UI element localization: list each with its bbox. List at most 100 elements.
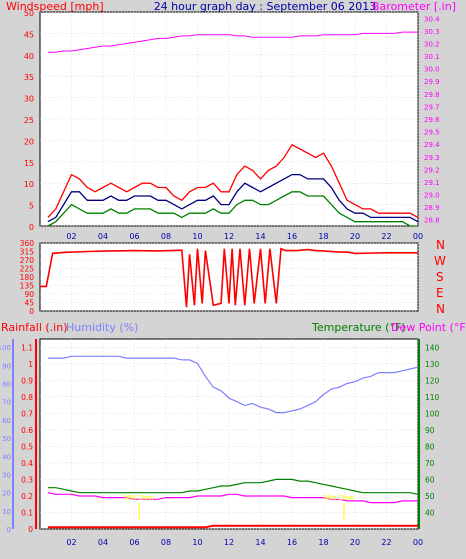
dir-ytick-2: 90: [24, 290, 34, 299]
xtick-top-10: 22: [381, 232, 391, 241]
xtick-bottom-11: 00: [413, 538, 423, 547]
wind-ytick-2: 10: [24, 180, 34, 189]
baro-ytick-2: 29.0: [424, 192, 440, 200]
hum-ytick-7: 70: [2, 399, 11, 407]
xtick-top-5: 12: [224, 232, 234, 241]
series-gust-line: [47, 143, 419, 218]
dir-ytick-3: 135: [20, 282, 35, 291]
baro-ytick-1: 28.9: [424, 204, 440, 212]
xtick-top-7: 16: [287, 232, 297, 241]
xtick-top-3: 08: [161, 232, 171, 241]
xtick-bottom-8: 18: [318, 538, 328, 547]
dir-ytick-1: 45: [24, 299, 34, 308]
min-dew-label-2: Min Dew: [324, 494, 354, 502]
rain-ytick-0: 0: [28, 525, 33, 534]
xtick-bottom-2: 06: [129, 538, 139, 547]
baro-ytick-16: 30.4: [424, 15, 440, 23]
hum-ytick-1: 10: [2, 508, 11, 516]
hum-ytick-0: 0: [7, 526, 11, 534]
dir-ytick-7: 315: [20, 248, 35, 257]
rain-ytick-7: 0.7: [21, 409, 33, 418]
dir-ytick-8: 360: [20, 239, 35, 248]
temperature-axis-title: Temperature (°F): [311, 321, 406, 334]
compass-n-top: N: [436, 238, 445, 252]
axis-ticks: 0510152025303540455028.828.929.029.129.2…: [0, 9, 440, 547]
xtick-bottom-9: 20: [350, 538, 360, 547]
rain-ytick-9: 0.9: [21, 376, 33, 385]
hum-ytick-9: 90: [2, 362, 11, 370]
xtick-top-6: 14: [255, 232, 265, 241]
baro-ytick-11: 29.9: [424, 78, 440, 86]
hum-ytick-4: 40: [2, 453, 11, 461]
baro-ytick-4: 29.2: [424, 166, 440, 174]
wind-ytick-1: 5: [29, 202, 34, 211]
rain-ytick-1: 0.1: [21, 508, 33, 517]
dir-ytick-5: 225: [20, 265, 35, 274]
compass-s: S: [436, 270, 444, 284]
xtick-top-0: 02: [66, 232, 76, 241]
direction-panel-series: [40, 247, 418, 308]
temp-ytick-0: 40: [425, 508, 435, 517]
wind-panel-series: [47, 31, 419, 227]
xtick-top-8: 18: [318, 232, 328, 241]
temp-ytick-8: 120: [425, 376, 440, 385]
wind-ytick-3: 15: [24, 159, 34, 168]
hum-ytick-5: 50: [2, 435, 11, 443]
rain-ytick-6: 0.6: [21, 426, 33, 435]
baro-ytick-14: 30.2: [424, 40, 440, 48]
wind-ytick-6: 30: [24, 95, 34, 104]
wind-ytick-9: 45: [24, 30, 34, 39]
windspeed-axis-title: Windspeed [mph]: [6, 0, 104, 13]
series-temperature-line: [47, 478, 419, 495]
hum-ytick-8: 80: [2, 381, 11, 389]
baro-ytick-10: 29.8: [424, 91, 440, 99]
temp-ytick-10: 140: [425, 343, 440, 352]
rain-ytick-3: 0.3: [21, 475, 33, 484]
dir-ytick-6: 270: [20, 256, 35, 265]
hum-ytick-3: 30: [2, 471, 11, 479]
temp-ytick-9: 130: [425, 360, 440, 369]
xtick-bottom-5: 12: [224, 538, 234, 547]
climate-panel-grid: [40, 339, 419, 530]
hum-ytick-10: 100: [0, 344, 11, 352]
baro-ytick-7: 29.5: [424, 129, 440, 137]
baro-ytick-3: 29.1: [424, 179, 440, 187]
temp-ytick-2: 60: [425, 475, 435, 484]
compass-e: E: [436, 286, 444, 300]
series-barometer-line: [47, 31, 418, 53]
wind-panel-grid: [40, 11, 419, 227]
rainfall-axis-title: Rainfall (.in): [1, 321, 68, 334]
wind-ytick-0: 0: [29, 223, 34, 232]
xtick-bottom-7: 16: [287, 538, 297, 547]
wind-ytick-10: 50: [24, 9, 34, 18]
compass-w: W: [434, 254, 446, 268]
baro-ytick-6: 29.4: [424, 141, 440, 149]
baro-ytick-9: 29.7: [424, 103, 440, 111]
wind-ytick-8: 40: [24, 52, 34, 61]
series-rainfall-line: [47, 524, 418, 529]
climate-panel-series: [47, 355, 419, 529]
baro-ytick-13: 30.1: [424, 53, 440, 61]
xtick-bottom-3: 08: [161, 538, 171, 547]
chart-title: 24 hour graph day : September 06 2013: [154, 0, 377, 13]
rain-ytick-2: 0.2: [21, 492, 33, 501]
series-humidity-line: [47, 355, 419, 414]
series-speed-line: [47, 191, 418, 227]
series-wind-direction-line: [40, 247, 418, 308]
xtick-bottom-1: 04: [98, 538, 108, 547]
humidity-axis-title: Humidity (%): [66, 321, 138, 334]
hum-ytick-2: 20: [2, 490, 11, 498]
series-average-line: [47, 173, 419, 223]
wind-ytick-7: 35: [24, 73, 34, 82]
rain-ytick-5: 0.5: [21, 442, 33, 451]
barometer-axis-title: Barometer [.in]: [372, 0, 456, 13]
wind-ytick-5: 25: [24, 116, 34, 125]
min-dew-label-1: Min Dew: [124, 494, 154, 502]
rain-ytick-11: 1.1: [21, 343, 33, 352]
wind-ytick-4: 20: [24, 137, 34, 146]
xtick-bottom-6: 14: [255, 538, 265, 547]
temp-ytick-1: 50: [425, 492, 435, 501]
xtick-bottom-0: 02: [66, 538, 76, 547]
